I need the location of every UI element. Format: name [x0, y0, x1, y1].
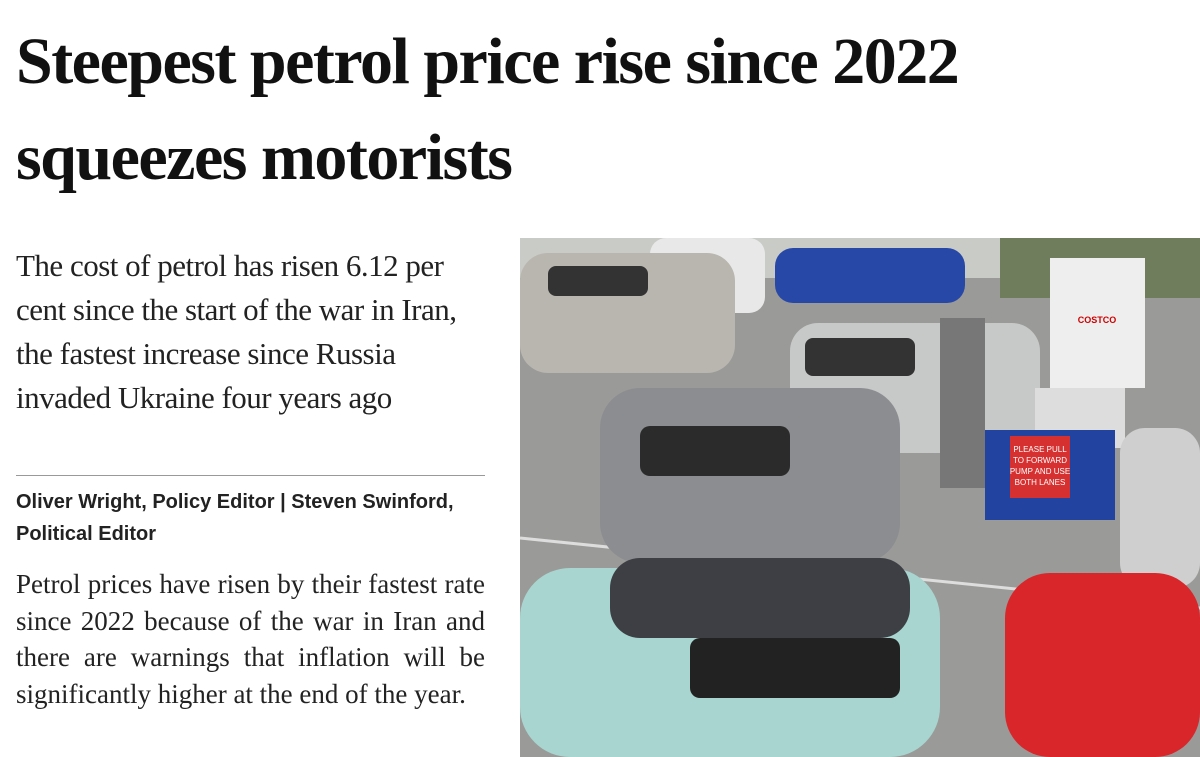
sign-line: PUMP AND USE — [1010, 467, 1070, 476]
sign-line: TO FORWARD — [1013, 456, 1067, 465]
window — [690, 638, 900, 698]
sign-text: PLEASE PULL TO FORWARD PUMP AND USE BOTH… — [1010, 445, 1070, 487]
photo: COSTCO PLEASE PULL TO FORWARD PUMP AND U… — [520, 238, 1200, 757]
car-roof — [610, 558, 910, 638]
sign-line: PLEASE PULL — [1013, 445, 1067, 454]
window — [640, 426, 790, 476]
divider — [16, 475, 485, 476]
window — [548, 266, 648, 296]
headline: Steepest petrol price rise since 2022 sq… — [16, 25, 960, 194]
window — [805, 338, 915, 376]
body-text: Petrol prices have risen by their fastes… — [16, 569, 485, 709]
car-red — [1005, 573, 1200, 757]
person — [940, 318, 985, 488]
sign — [1010, 436, 1070, 498]
car-right — [1120, 428, 1200, 588]
brand: COSTCO — [1078, 315, 1117, 325]
sign-line: BOTH LANES — [1015, 478, 1066, 487]
pump — [1050, 258, 1145, 388]
car-blue — [775, 248, 965, 303]
standfirst: The cost of petrol has risen 6.12 per ce… — [16, 248, 457, 415]
byline: Oliver Wright, Policy Editor | Steven Sw… — [16, 491, 454, 545]
